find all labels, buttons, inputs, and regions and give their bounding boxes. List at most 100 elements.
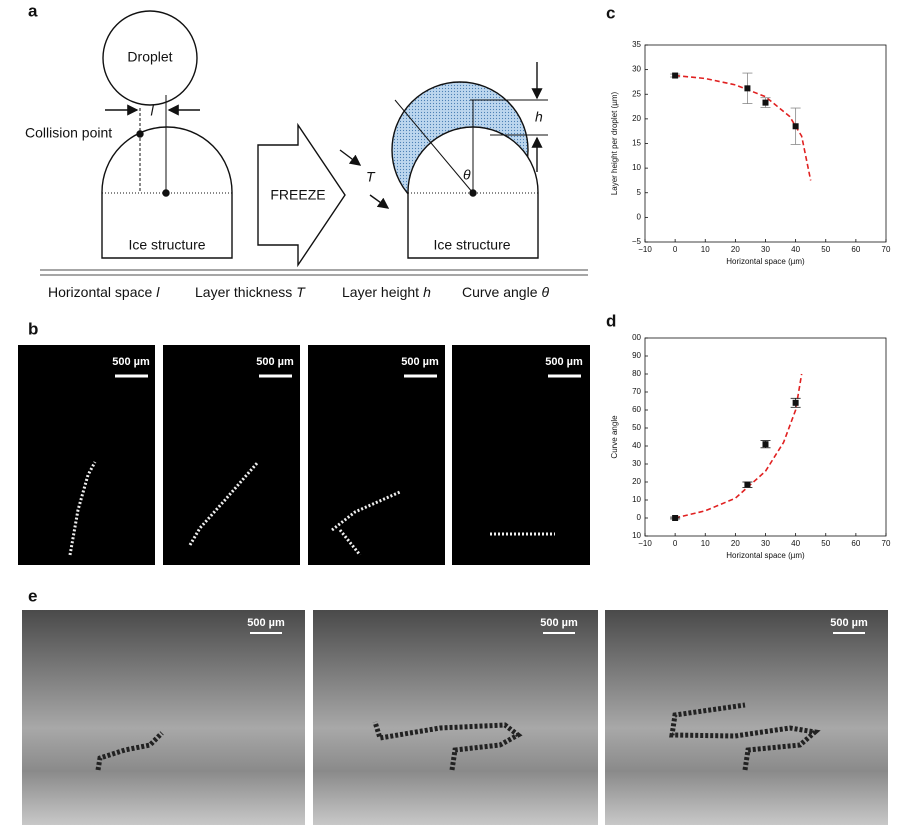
caption-text: Horizontal space xyxy=(48,284,152,300)
caption-symbol: T xyxy=(296,284,306,300)
point xyxy=(744,85,751,92)
image xyxy=(308,345,445,565)
x-tick-label: 40 xyxy=(791,245,800,254)
x-tick-label: 10 xyxy=(701,539,710,548)
y-tick-label: 15 xyxy=(632,139,641,148)
panel-label: a xyxy=(28,1,38,20)
x-tick-label: 30 xyxy=(761,245,770,254)
panel-label: b xyxy=(28,319,38,338)
structure xyxy=(338,529,362,556)
point xyxy=(672,72,679,79)
caption: Layer height h xyxy=(342,284,431,300)
scale-label: 500 µm xyxy=(540,617,578,629)
caption-text: Layer thickness xyxy=(195,284,292,300)
x-tick-label: 0 xyxy=(673,245,678,254)
x-tick-label: 70 xyxy=(882,539,891,548)
y-tick-label: 20 xyxy=(632,114,641,123)
panel-label: c xyxy=(606,3,615,22)
label: Droplet xyxy=(127,49,172,65)
x-tick-label: 50 xyxy=(821,245,830,254)
scale-label: 500 µm xyxy=(545,356,583,368)
point xyxy=(792,123,799,130)
caption-symbol: θ xyxy=(542,284,550,300)
y-tick-label: 20 xyxy=(632,477,641,486)
diagram xyxy=(40,10,588,276)
y-axis-label: Curve angle xyxy=(610,415,619,459)
structure xyxy=(68,461,97,556)
label: h xyxy=(535,109,543,125)
image xyxy=(163,345,300,565)
image xyxy=(605,610,888,825)
image-row-b xyxy=(18,345,590,565)
x-tick-label: 10 xyxy=(701,245,710,254)
caption: Layer thickness T xyxy=(195,284,306,300)
y-tick-label: −5 xyxy=(632,237,642,246)
fit-curve xyxy=(675,74,812,181)
x-tick-label: 20 xyxy=(731,539,740,548)
image xyxy=(452,345,590,565)
droplet-shape xyxy=(102,10,198,106)
x-axis-label: Horizontal space (µm) xyxy=(726,551,805,560)
y-tick-label: 10 xyxy=(632,495,641,504)
caption-text: Curve angle xyxy=(462,284,538,300)
x-tick-label: −10 xyxy=(638,245,652,254)
image xyxy=(313,610,598,825)
dot xyxy=(162,189,170,197)
y-tick-label: 0 xyxy=(637,513,642,522)
scale-label: 500 µm xyxy=(401,356,439,368)
x-tick-label: 50 xyxy=(821,539,830,548)
plot-frame xyxy=(644,44,887,243)
x-tick-label: −10 xyxy=(638,539,652,548)
structure xyxy=(331,490,401,532)
image-row-e xyxy=(22,610,888,825)
point xyxy=(672,515,679,521)
y-tick-label: 50 xyxy=(632,423,641,432)
dot xyxy=(136,130,144,138)
guide-line xyxy=(394,99,474,194)
label: Collision point xyxy=(25,125,112,141)
structure xyxy=(372,721,523,771)
scale-label: 500 µm xyxy=(830,617,868,629)
label: l xyxy=(150,103,154,119)
image xyxy=(22,610,305,825)
y-tick-label: 40 xyxy=(632,441,641,450)
point xyxy=(744,481,751,488)
captions: Horizontal space l Layer thickness T Layer h… xyxy=(48,284,550,300)
arrow xyxy=(369,194,390,209)
scale-label: 500 µm xyxy=(112,356,150,368)
caption: Horizontal space l xyxy=(48,284,160,300)
panel-label: d xyxy=(606,311,616,330)
fit-curve xyxy=(674,373,803,519)
label: Ice structure xyxy=(433,237,510,253)
point xyxy=(762,441,769,448)
panel-label: e xyxy=(28,586,37,605)
point xyxy=(762,99,769,106)
y-tick-label: 10 xyxy=(632,531,641,540)
label: T xyxy=(366,169,376,185)
x-tick-label: 30 xyxy=(761,539,770,548)
x-tick-label: 20 xyxy=(731,245,740,254)
caption-text: Layer height xyxy=(342,284,419,300)
scale-label: 500 µm xyxy=(247,617,285,629)
label: θ xyxy=(463,167,471,183)
dot xyxy=(469,189,477,197)
y-tick-label: 35 xyxy=(632,40,641,49)
caption-symbol: l xyxy=(156,284,160,300)
y-tick-label: 5 xyxy=(637,188,642,197)
y-tick-label: 60 xyxy=(632,405,641,414)
x-tick-label: 0 xyxy=(673,539,678,548)
y-tick-label: 25 xyxy=(632,89,641,98)
y-tick-label: 00 xyxy=(632,333,641,342)
x-tick-label: 60 xyxy=(851,539,860,548)
structure xyxy=(669,702,821,771)
y-tick-label: 30 xyxy=(632,459,641,468)
structure xyxy=(188,461,260,546)
caption: Curve angle θ xyxy=(462,284,550,300)
image xyxy=(18,345,155,565)
label: Ice structure xyxy=(128,237,205,253)
x-tick-label: 60 xyxy=(851,245,860,254)
x-tick-label: 40 xyxy=(791,539,800,548)
point xyxy=(792,399,799,406)
y-tick-label: 30 xyxy=(632,65,641,74)
